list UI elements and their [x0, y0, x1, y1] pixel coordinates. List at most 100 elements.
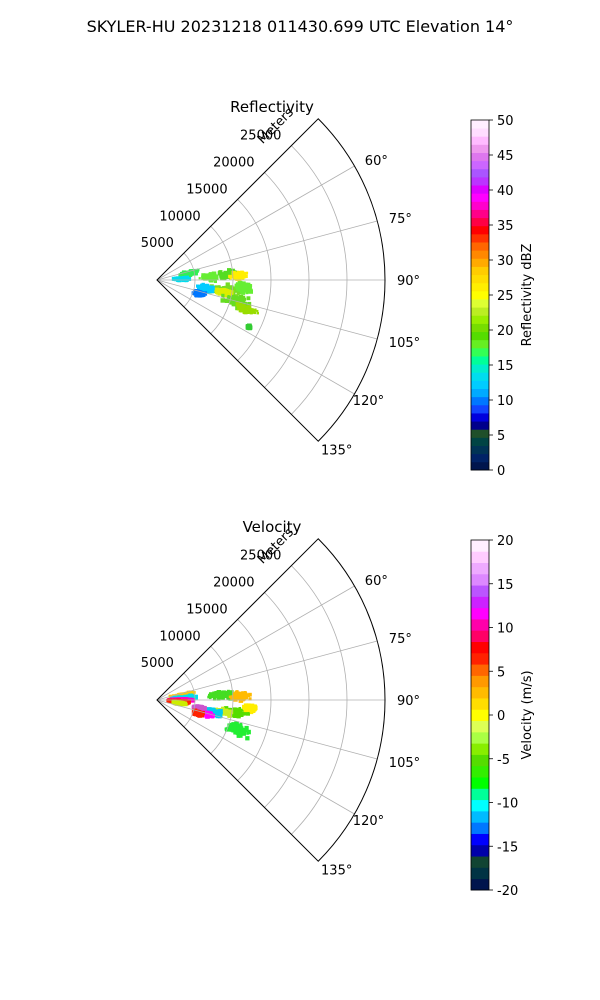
- echo-pixel: [200, 707, 205, 711]
- colorbar-swatch: [471, 347, 489, 357]
- polar-frame: [156, 538, 386, 862]
- echo-pixel: [173, 701, 177, 704]
- colorbar-swatch: [471, 675, 489, 688]
- echo-pixel: [238, 275, 242, 279]
- colorbar-label: Velocity (m/s): [520, 670, 535, 759]
- colorbar-tick-label: 30: [497, 254, 514, 269]
- colorbar-tick-label: -15: [497, 840, 518, 855]
- colorbar-swatch: [471, 120, 489, 129]
- echo-pixel: [236, 292, 240, 296]
- echo-pixel: [229, 277, 232, 280]
- echo-pixel: [231, 294, 236, 299]
- echo-pixel: [232, 288, 237, 292]
- echo-region: [171, 699, 188, 707]
- colorbar-swatch: [471, 331, 489, 341]
- echo-pixel: [233, 275, 236, 278]
- echo-region: [242, 703, 258, 715]
- echo-pixel: [205, 713, 210, 718]
- colorbar-swatch: [471, 686, 489, 699]
- colorbar-swatch: [471, 720, 489, 733]
- echo-pixel: [243, 288, 248, 293]
- echo-pixel: [185, 695, 189, 699]
- echo-pixel: [228, 695, 232, 699]
- echo-region: [234, 280, 253, 295]
- echo-region: [196, 282, 215, 294]
- echo-pixel: [177, 700, 183, 706]
- echo-pixel: [235, 727, 240, 732]
- range-tick-label: 5000: [141, 236, 174, 251]
- echo-pixel: [220, 286, 223, 290]
- colorbar-swatch: [471, 404, 489, 414]
- colorbar-tick-label: 15: [497, 359, 514, 374]
- echo-pixel: [246, 296, 251, 301]
- azimuth-spoke: [156, 279, 378, 340]
- echo-pixel: [245, 711, 250, 716]
- azimuth-spoke: [156, 640, 378, 701]
- echo-pixel: [234, 289, 239, 293]
- echo-pixel: [235, 301, 241, 307]
- echo-pixel: [243, 694, 248, 700]
- echo-pixel: [202, 276, 206, 280]
- echo-pixel: [235, 276, 239, 280]
- echo-pixel: [228, 286, 234, 292]
- colorbar-swatch: [471, 698, 489, 710]
- echo-pixel: [241, 290, 246, 295]
- colorbar-swatch: [471, 731, 489, 744]
- echo-pixel: [198, 705, 203, 710]
- colorbar-tick-label: 5: [497, 665, 505, 680]
- colorbar-swatch: [471, 299, 489, 308]
- echo-pixel: [218, 708, 223, 714]
- colorbar-swatch: [471, 709, 489, 722]
- echo-pixel: [241, 306, 244, 310]
- echo-pixel: [247, 707, 252, 712]
- echo-pixel: [234, 296, 237, 299]
- echo-pixel: [238, 309, 242, 313]
- colorbar-swatch: [471, 201, 489, 210]
- azimuth-tick-label: 60°: [365, 574, 388, 589]
- echo-pixel: [236, 284, 240, 287]
- colorbar-swatch: [471, 833, 489, 846]
- colorbar-swatch: [471, 788, 489, 801]
- colorbar-swatch: [471, 437, 489, 446]
- echo-pixel: [196, 284, 200, 288]
- echo-pixel: [232, 707, 237, 711]
- azimuth-spoke: [156, 165, 355, 281]
- echo-pixel: [204, 712, 208, 716]
- range-tick-label: 10000: [159, 209, 200, 224]
- colorbar-tick-label: 0: [497, 464, 505, 479]
- colorbar-swatch: [471, 290, 489, 300]
- azimuth-tick-label: 75°: [389, 212, 412, 227]
- echo-region: [228, 690, 252, 703]
- echo-pixel: [222, 694, 226, 698]
- echo-pixel: [241, 272, 245, 276]
- echo-pixel: [231, 696, 237, 701]
- polar-frame: [156, 118, 386, 442]
- colorbar-swatch: [471, 193, 489, 202]
- colorbar-swatch: [471, 323, 489, 333]
- echo-pixel: [225, 282, 230, 287]
- radar-data-layer: [171, 268, 259, 331]
- colorbar-swatch: [471, 339, 489, 349]
- echo-pixel: [246, 324, 250, 328]
- azimuth-tick-label: 90°: [397, 694, 420, 709]
- echo-pixel: [248, 284, 251, 287]
- colorbar-tick-label: 35: [497, 219, 514, 234]
- echo-pixel: [242, 704, 245, 708]
- echo-pixel: [199, 293, 204, 298]
- echo-pixel: [224, 290, 228, 294]
- echo-pixel: [183, 695, 187, 699]
- azimuth-tick-label: 105°: [389, 336, 420, 351]
- echo-pixel: [215, 288, 220, 293]
- echo-pixel: [242, 284, 247, 288]
- echo-pixel: [242, 297, 247, 301]
- echo-pixel: [171, 276, 176, 281]
- echo-pixel: [232, 726, 237, 730]
- azimuth-tick-label: 75°: [389, 632, 412, 647]
- echo-pixel: [237, 297, 243, 302]
- colorbar-swatch: [471, 596, 489, 609]
- colorbar-tick-label: 10: [497, 394, 514, 409]
- echo-pixel: [212, 697, 217, 701]
- echo-pixel: [222, 696, 225, 700]
- echo-pixel: [246, 693, 251, 698]
- echo-pixel: [228, 691, 232, 695]
